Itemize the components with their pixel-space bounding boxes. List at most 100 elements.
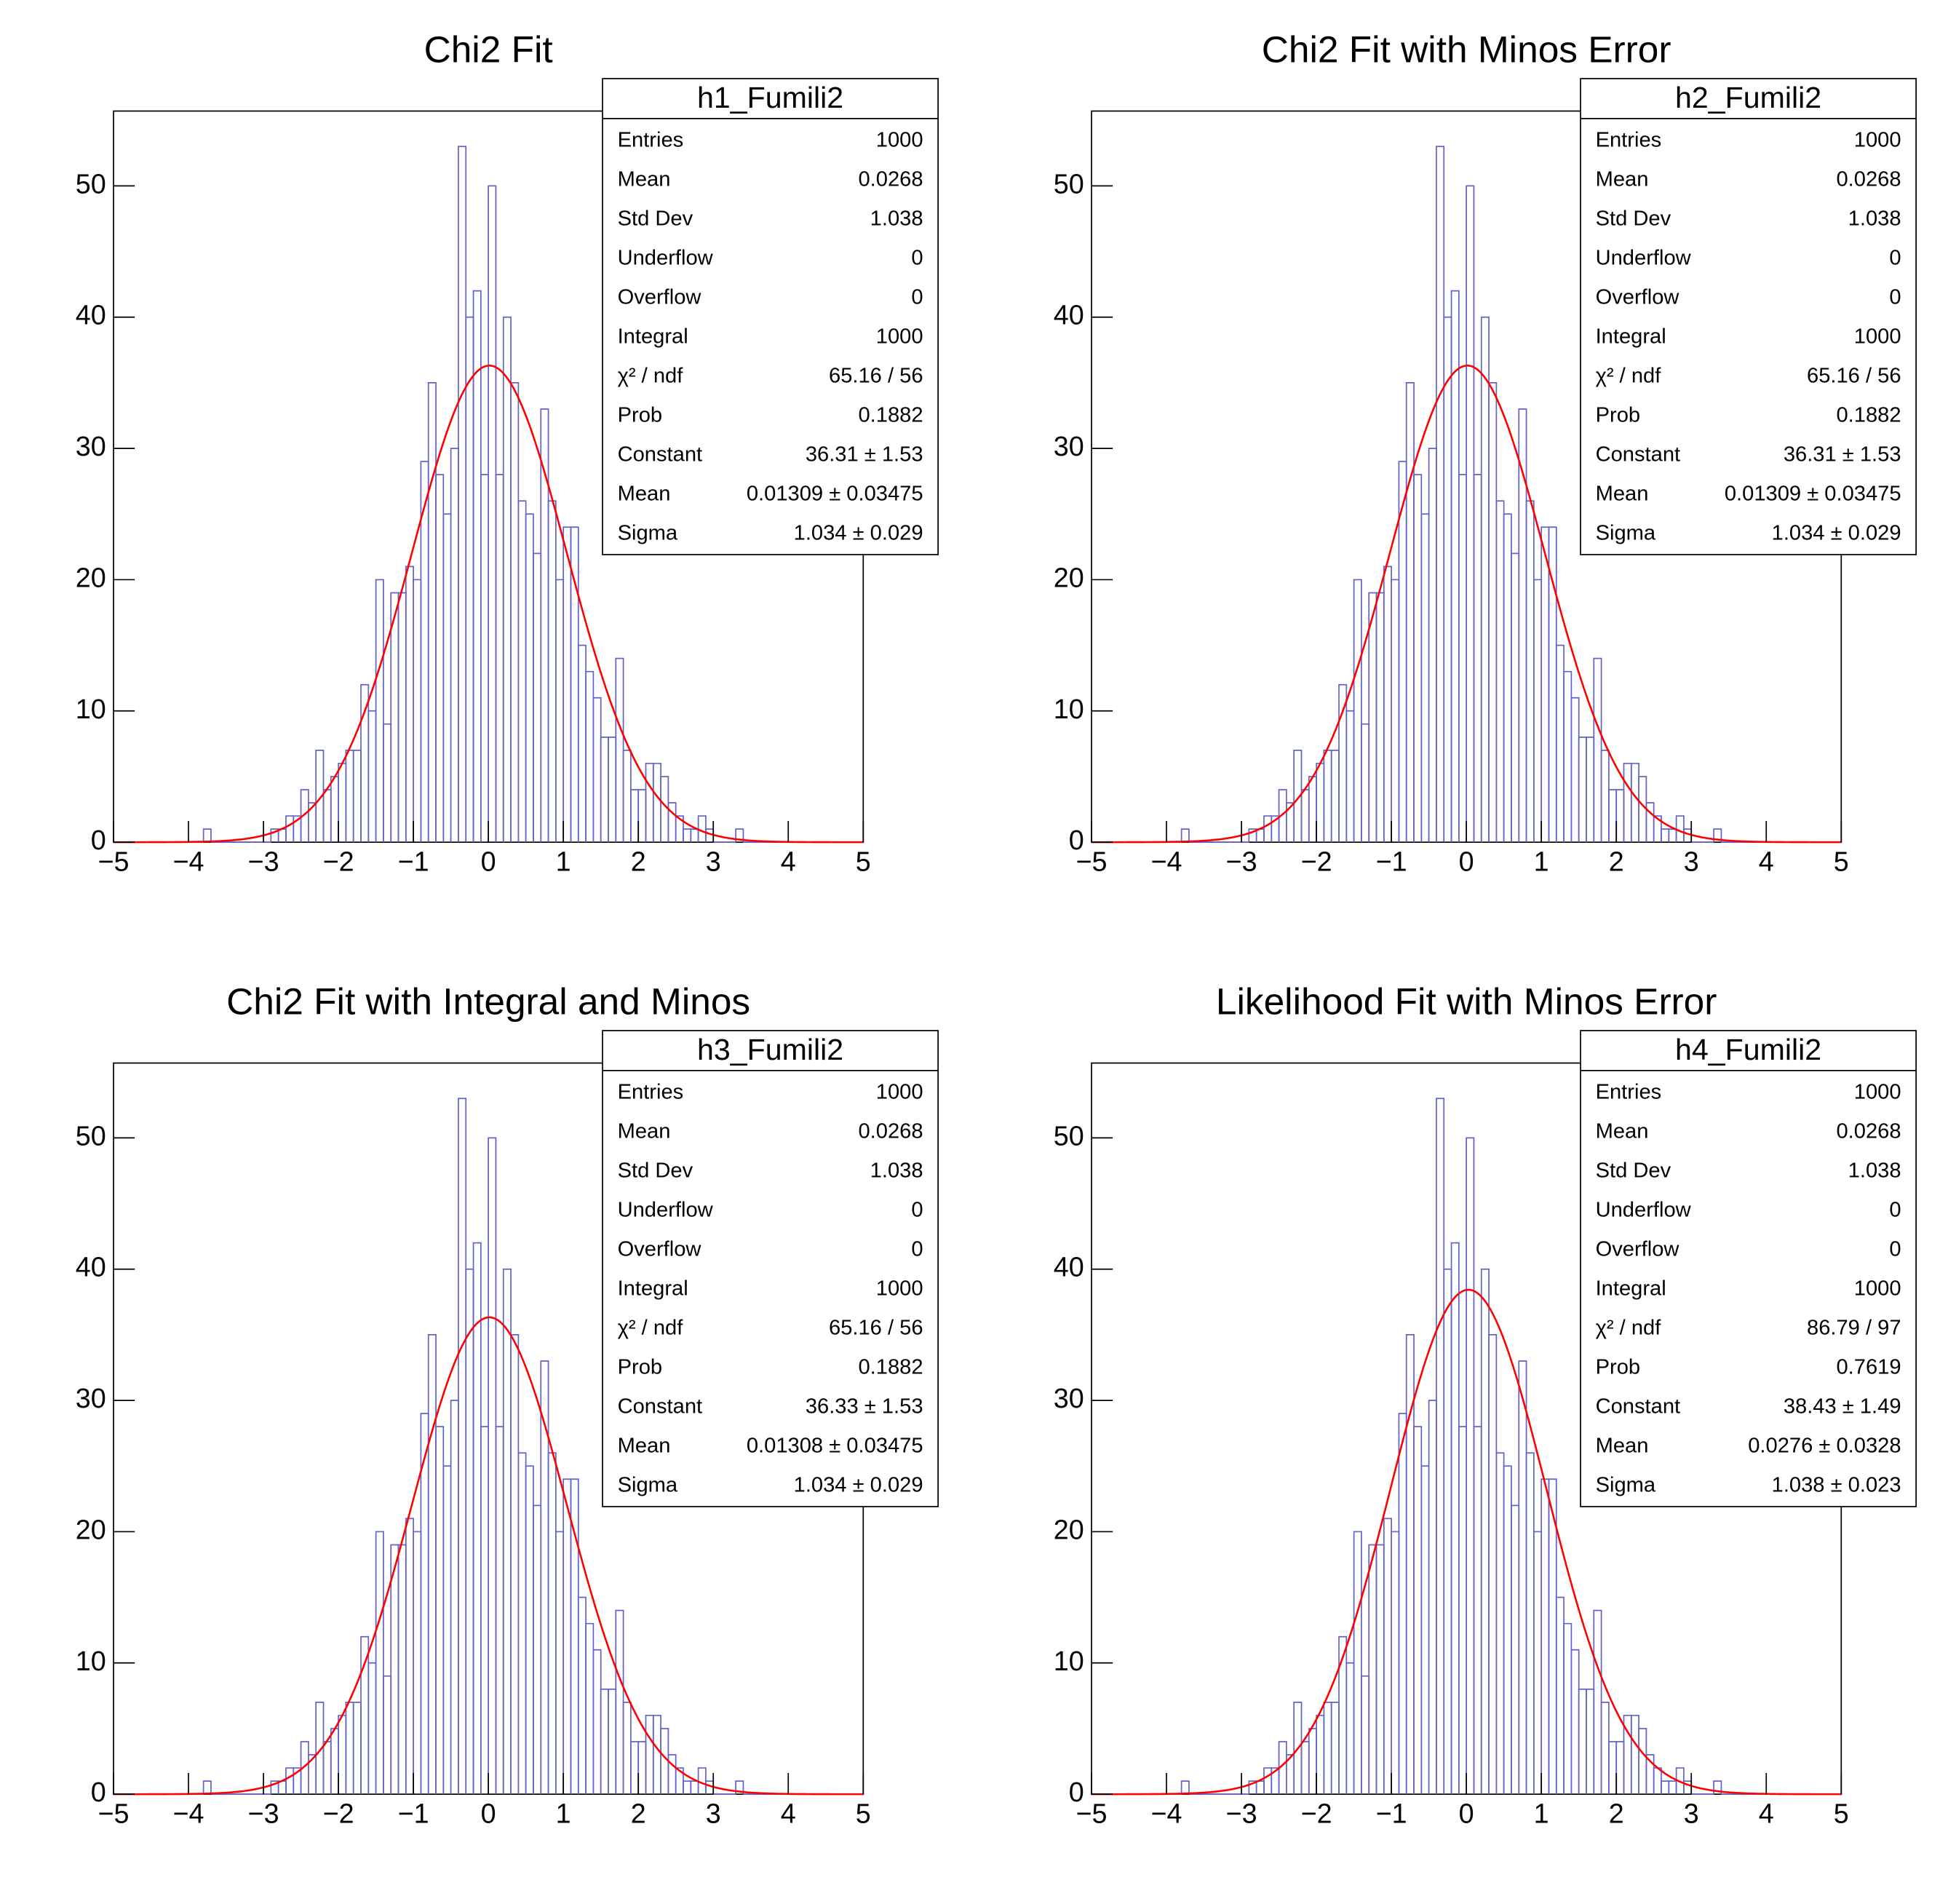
stats-label: Integral xyxy=(618,325,688,348)
histogram-bin xyxy=(705,828,715,843)
stats-value: 0 xyxy=(1889,285,1901,309)
histogram-bin xyxy=(390,592,399,843)
histogram-bin xyxy=(383,1675,392,1795)
fit-curve xyxy=(1092,1288,1842,1796)
stats-value: 1000 xyxy=(1854,325,1901,348)
histogram-bin xyxy=(330,776,339,843)
histogram-bin xyxy=(1593,1609,1602,1795)
histogram-bin xyxy=(533,1504,542,1795)
histogram-bin xyxy=(480,474,489,843)
histogram-bin xyxy=(1300,789,1310,843)
stats-value: 1.038 xyxy=(870,207,923,230)
histogram-bin xyxy=(1511,552,1520,843)
histogram-bin xyxy=(1308,1728,1317,1795)
histogram-bin xyxy=(1488,382,1498,843)
histogram-bin xyxy=(1593,657,1602,843)
histogram-bin xyxy=(1661,828,1670,843)
chart-panel: Chi2 Fit−5 −4 −3 −2 −1 0 1 2 3 4 501020304050h1_Fu… xyxy=(76,28,939,876)
y-tick-label: 50 xyxy=(76,168,106,199)
stats-label: Sigma xyxy=(618,521,678,544)
chart-title: Chi2 Fit with Minos Error xyxy=(1262,28,1671,71)
y-tick-label: 10 xyxy=(1054,694,1084,724)
histogram-bin xyxy=(1713,828,1722,843)
histogram-bin xyxy=(667,1754,677,1795)
histogram-bin xyxy=(1436,1098,1445,1795)
histogram-bin xyxy=(1345,1662,1355,1795)
histogram-bin xyxy=(367,1662,377,1795)
histogram-bin xyxy=(502,1268,512,1795)
histogram-bin xyxy=(1555,1596,1565,1795)
histogram-bin xyxy=(1443,316,1452,843)
stats-value: 0 xyxy=(1889,1237,1901,1261)
histogram-bin xyxy=(1263,1767,1273,1795)
histogram-bin xyxy=(1533,579,1543,843)
x-tick-label: 5 xyxy=(856,846,871,876)
histogram-bin xyxy=(1578,737,1587,843)
stats-value: 0.0268 xyxy=(858,167,923,191)
y-tick-label: 50 xyxy=(1054,1120,1084,1151)
histogram-bin xyxy=(322,789,332,843)
histogram-bin xyxy=(1368,1544,1377,1795)
x-tick-label: −3 xyxy=(1226,1798,1257,1828)
chart-panel: Likelihood Fit with Minos Error −5 −4 −3 −2 −… xyxy=(1054,980,1917,1828)
histogram-bin xyxy=(1323,1702,1332,1795)
y-tick-label: 0 xyxy=(1069,1777,1084,1807)
x-tick-label: −2 xyxy=(1301,1798,1332,1828)
stats-value: 0.0268 xyxy=(1836,1119,1901,1143)
stats-title: h1_Fumili2 xyxy=(697,81,843,114)
stats-label: χ² / ndf xyxy=(1596,1316,1662,1339)
histogram-bin xyxy=(352,750,362,843)
histogram-bin xyxy=(1428,1400,1437,1795)
stats-value: 65.16 / 56 xyxy=(829,364,923,387)
stats-label: Overflow xyxy=(618,285,702,309)
histogram-bin xyxy=(277,828,287,843)
histogram-bin xyxy=(1391,579,1400,843)
histogram-bin xyxy=(322,1741,332,1795)
histogram-bin xyxy=(1608,789,1618,843)
histogram-bin xyxy=(1586,1689,1595,1795)
histogram-bin xyxy=(1503,513,1512,843)
histogram-bin xyxy=(1495,500,1505,843)
histogram-bin xyxy=(1615,789,1625,843)
x-tick-label: 5 xyxy=(1834,846,1849,876)
stats-label: Mean xyxy=(618,1119,671,1143)
histogram-bin xyxy=(600,737,609,843)
histogram-bin xyxy=(555,579,565,843)
stats-label: Constant xyxy=(618,443,703,466)
stats-label: Entries xyxy=(1596,128,1662,151)
histogram-bin xyxy=(1413,1426,1423,1795)
histogram-bin xyxy=(383,723,392,843)
histogram-bin xyxy=(1578,1689,1587,1795)
histogram-bin xyxy=(1495,1452,1505,1795)
stats-label: Integral xyxy=(618,1277,688,1300)
histogram-bin xyxy=(1345,710,1355,843)
histogram-bin xyxy=(1466,1137,1475,1795)
stats-value: 1000 xyxy=(876,325,923,348)
histogram-bin xyxy=(1473,474,1482,843)
y-tick-label: 10 xyxy=(1054,1646,1084,1676)
histogram-bin xyxy=(1316,763,1325,843)
histogram-bin xyxy=(1180,828,1190,843)
stats-value: 0.1882 xyxy=(858,1355,923,1379)
stats-value: 0.01309 ± 0.03475 xyxy=(747,482,923,505)
stats-label: Constant xyxy=(1596,443,1681,466)
histogram-bin xyxy=(360,683,370,843)
histogram-bin xyxy=(1338,683,1348,843)
histogram-bin xyxy=(1398,1413,1407,1795)
stats-label: Overflow xyxy=(1596,285,1680,309)
chart-title: Chi2 Fit xyxy=(424,28,553,71)
histogram-bin xyxy=(1630,1715,1639,1795)
stats-value: 0.7619 xyxy=(1836,1355,1901,1379)
histogram-bin xyxy=(465,1268,474,1795)
stats-value: 1000 xyxy=(876,1080,923,1103)
histogram-bin xyxy=(630,1741,640,1795)
stats-value: 0.1882 xyxy=(1836,403,1901,427)
x-tick-label: 1 xyxy=(1534,846,1549,876)
stats-label: Constant xyxy=(618,1395,703,1418)
histogram-bin xyxy=(1383,566,1392,843)
histogram-bin xyxy=(1420,513,1430,843)
x-tick-label: 1 xyxy=(1534,1798,1549,1828)
histogram-bin xyxy=(360,1635,370,1795)
stats-value: 1.034 ± 0.029 xyxy=(794,1473,923,1496)
x-tick-label: 4 xyxy=(1759,846,1774,876)
